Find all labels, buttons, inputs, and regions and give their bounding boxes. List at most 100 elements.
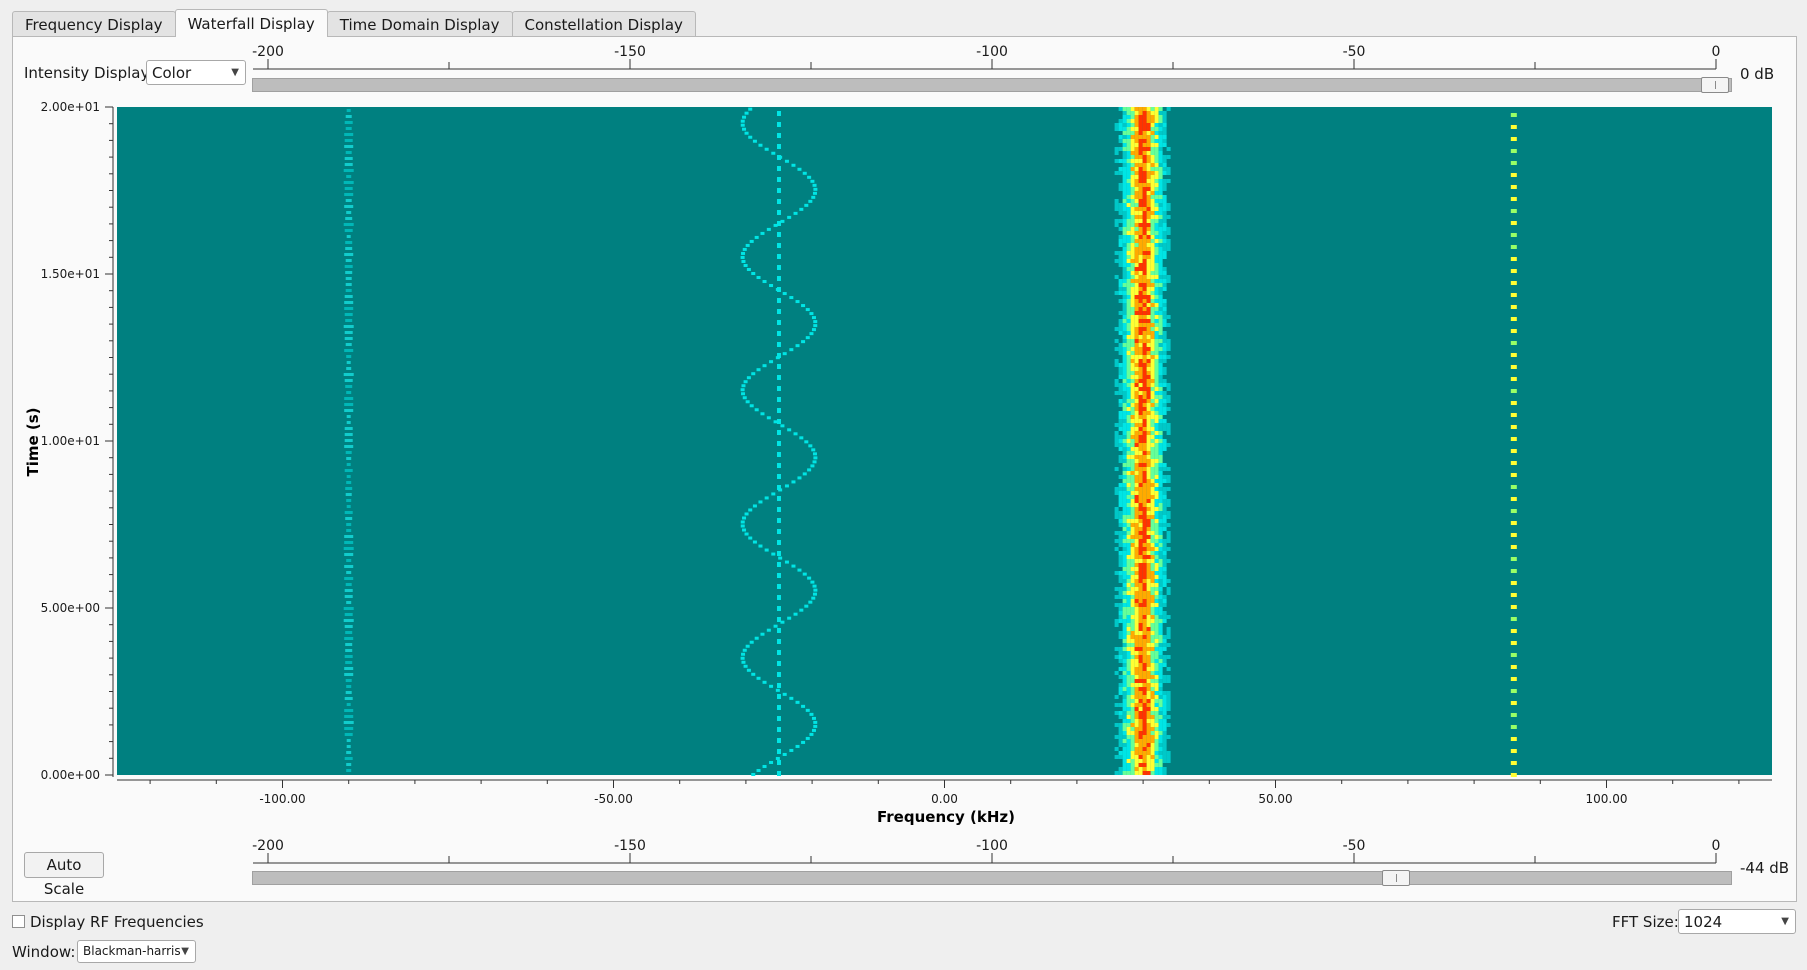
- signal-cell: [1142, 303, 1147, 307]
- signal-cell: [1118, 735, 1123, 739]
- intensity-display-select[interactable]: Color ▼: [146, 60, 246, 85]
- signal-cell: [741, 660, 746, 664]
- signal-cell: [1130, 559, 1135, 563]
- signal-cell: [1142, 147, 1147, 151]
- signal-cell: [1146, 739, 1151, 743]
- signal-cell: [343, 721, 354, 724]
- signal-cell: [1134, 603, 1139, 607]
- signal-cell: [1130, 367, 1135, 371]
- signal-cell: [1114, 467, 1119, 471]
- signal-cell: [1154, 375, 1159, 379]
- signal-cell: [1114, 711, 1119, 715]
- signal-cell: [1130, 747, 1135, 751]
- signal-cell: [1146, 763, 1151, 767]
- signal-cell: [1154, 107, 1159, 111]
- signal-cell: [1142, 731, 1147, 735]
- signal-cell: [1134, 407, 1139, 411]
- signal-cell: [1146, 395, 1151, 399]
- signal-cell: [1126, 163, 1131, 167]
- signal-cell: [1142, 179, 1147, 183]
- top-intensity-slider[interactable]: [252, 77, 1732, 93]
- signal-cell: [346, 211, 352, 214]
- signal-cell: [1154, 687, 1159, 691]
- signal-cell: [777, 617, 781, 622]
- signal-cell: [1134, 727, 1139, 731]
- signal-cell: [1158, 339, 1163, 343]
- signal-cell: [1130, 119, 1135, 123]
- signal-cell: [1150, 343, 1155, 347]
- signal-cell: [1126, 127, 1131, 131]
- signal-cell: [1122, 339, 1127, 343]
- signal-cell: [1134, 675, 1139, 679]
- signal-cell: [1162, 515, 1167, 519]
- signal-cell: [344, 469, 353, 472]
- signal-cell: [743, 263, 748, 267]
- signal-cell: [1130, 183, 1135, 187]
- signal-cell: [1158, 179, 1163, 183]
- tab-frequency-display[interactable]: Frequency Display: [12, 11, 176, 37]
- signal-cell: [1146, 451, 1151, 455]
- signal-cell: [1122, 635, 1127, 639]
- bottom-slider-handle[interactable]: [1382, 870, 1410, 886]
- display-rf-checkbox[interactable]: [12, 915, 25, 928]
- signal-cell: [1126, 643, 1131, 647]
- signal-cell: [795, 300, 800, 304]
- signal-cell: [344, 541, 354, 544]
- signal-cell: [1158, 559, 1163, 563]
- signal-cell: [1150, 351, 1155, 355]
- signal-cell: [1162, 747, 1167, 751]
- auto-scale-button[interactable]: Auto Scale: [24, 852, 104, 898]
- signal-cell: [1142, 711, 1147, 715]
- signal-cell: [1134, 227, 1139, 231]
- signal-cell: [1510, 185, 1517, 189]
- signal-cell: [1122, 207, 1127, 211]
- signal-cell: [1138, 183, 1143, 187]
- signal-cell: [1150, 675, 1155, 679]
- signal-cell: [1126, 591, 1131, 595]
- signal-cell: [1122, 651, 1127, 655]
- signal-cell: [1138, 339, 1143, 343]
- signal-cell: [1154, 403, 1159, 407]
- signal-cell: [344, 331, 353, 334]
- signal-cell: [1138, 327, 1143, 331]
- signal-cell: [1162, 427, 1167, 431]
- signal-cell: [1118, 519, 1123, 523]
- signal-cell: [344, 757, 353, 760]
- signal-cell: [1130, 291, 1135, 295]
- signal-cell: [345, 631, 353, 634]
- signal-cell: [1126, 567, 1131, 571]
- window-select[interactable]: Blackman-harris ▼: [77, 940, 196, 963]
- signal-cell: [1138, 151, 1143, 155]
- signal-cell: [1146, 551, 1151, 555]
- signal-cell: [1158, 711, 1163, 715]
- signal-cell: [1134, 707, 1139, 711]
- signal-cell: [1150, 255, 1155, 259]
- bottom-intensity-slider[interactable]: [252, 870, 1732, 886]
- signal-cell: [1134, 139, 1139, 143]
- signal-cell: [1138, 299, 1143, 303]
- signal-cell: [1122, 431, 1127, 435]
- signal-cell: [1138, 495, 1143, 499]
- signal-cell: [1142, 439, 1147, 443]
- signal-cell: [1130, 235, 1135, 239]
- waterfall-plot-area[interactable]: [117, 107, 1772, 775]
- fft-size-select[interactable]: 1024 ▼: [1678, 909, 1796, 934]
- top-slider-handle[interactable]: [1701, 77, 1729, 93]
- signal-cell: [1126, 547, 1131, 551]
- signal-cell: [1134, 527, 1139, 531]
- signal-cell: [1142, 523, 1147, 527]
- tab-waterfall-display[interactable]: Waterfall Display: [174, 9, 328, 37]
- signal-cell: [1158, 619, 1163, 623]
- signal-cell: [1146, 191, 1151, 195]
- tab-constellation-display[interactable]: Constellation Display: [511, 11, 696, 37]
- signal-cell: [1126, 431, 1131, 435]
- signal-cell: [1122, 187, 1127, 191]
- signal-cell: [1142, 643, 1147, 647]
- signal-cell: [1166, 155, 1171, 159]
- signal-cell: [1118, 403, 1123, 407]
- signal-cell: [1122, 391, 1127, 395]
- signal-cell: [1138, 315, 1143, 319]
- signal-cell: [1122, 427, 1127, 431]
- tab-time-domain-display[interactable]: Time Domain Display: [326, 11, 513, 37]
- signal-cell: [1130, 727, 1135, 731]
